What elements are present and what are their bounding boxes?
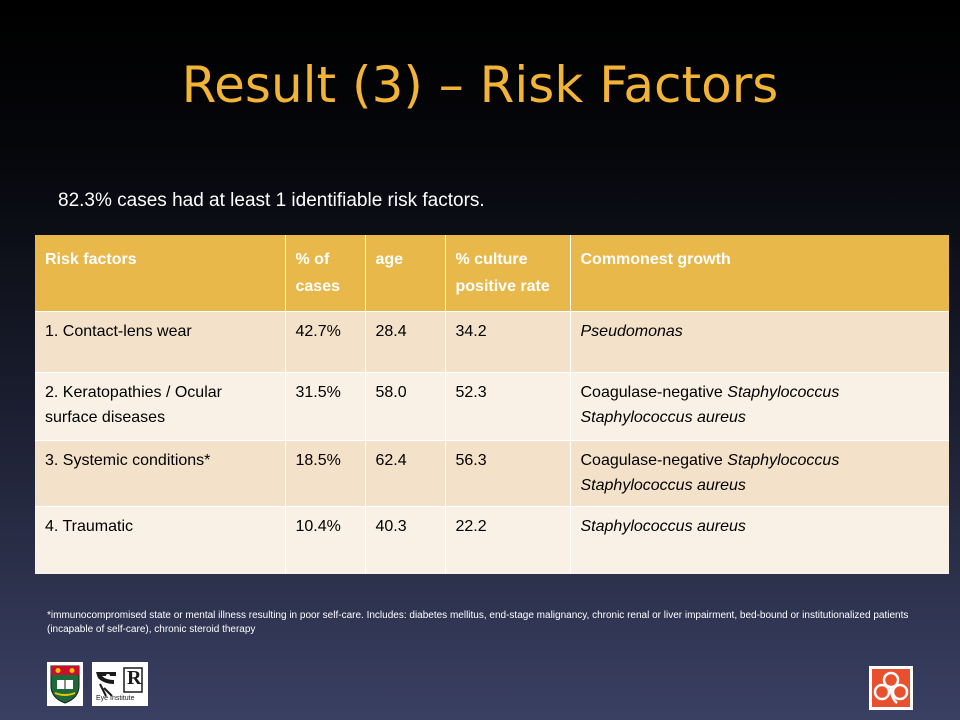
- cell-culture: 52.3: [445, 371, 571, 440]
- cell-pct: 31.5%: [285, 371, 366, 440]
- risk-factor-table: Risk factors % of cases age % culture po…: [35, 235, 949, 574]
- eye-institute-letter: R: [127, 667, 142, 689]
- eye-institute-logo-icon: [96, 667, 143, 697]
- table-row: 3. Systemic conditions* 18.5% 62.4 56.3 …: [35, 439, 949, 506]
- cell-pct: 10.4%: [285, 505, 366, 574]
- growth-italic: Staphylococcus: [727, 451, 840, 469]
- table-header-row: Risk factors % of cases age % culture po…: [35, 235, 949, 311]
- cell-risk-factor: 3. Systemic conditions*: [35, 439, 286, 506]
- slide-title: Result (3) – Risk Factors: [181, 56, 779, 114]
- table-row: 1. Contact-lens wear 42.7% 28.4 34.2 Pse…: [35, 310, 949, 372]
- cell-pct: 18.5%: [285, 439, 366, 506]
- cell-age: 40.3: [365, 505, 446, 574]
- university-crest-icon: [47, 662, 83, 706]
- cell-risk-factor: 4. Traumatic: [35, 505, 286, 574]
- header-culture-positive: % culture positive rate: [445, 235, 571, 311]
- cell-risk-factor: 2. Keratopathies / Ocular surface diseas…: [35, 371, 286, 440]
- table-footnote: *immunocompromised state or mental illne…: [47, 610, 909, 635]
- header-pct-cases: % of cases: [285, 235, 366, 311]
- hospital-authority-logo-icon: [869, 666, 913, 710]
- table-row: 2. Keratopathies / Ocular surface diseas…: [35, 371, 949, 440]
- growth-line2: Staphylococcus aureus: [580, 408, 746, 426]
- growth-plain: Coagulase-negative: [580, 451, 728, 469]
- growth-italic: Staphylococcus aureus: [580, 517, 746, 535]
- cell-growth: Staphylococcus aureus: [570, 505, 949, 574]
- cell-growth: Pseudomonas: [570, 310, 949, 372]
- cell-growth: Coagulase-negative Staphylococcus Staphyl…: [570, 439, 949, 506]
- growth-plain: Coagulase-negative: [580, 383, 728, 401]
- cell-culture: 34.2: [445, 310, 571, 372]
- cell-risk-factor: 1. Contact-lens wear: [35, 310, 286, 372]
- cell-age: 62.4: [365, 439, 446, 506]
- eye-institute-label: Eye Institute: [96, 695, 135, 702]
- growth-italic: Staphylococcus: [727, 383, 840, 401]
- slide-subtitle: 82.3% cases had at least 1 identifiable …: [58, 190, 485, 211]
- table-row: 4. Traumatic 10.4% 40.3 22.2 Staphylococ…: [35, 505, 949, 574]
- header-age: age: [365, 235, 446, 311]
- header-risk-factors: Risk factors: [35, 235, 286, 311]
- cell-pct: 42.7%: [285, 310, 366, 372]
- growth-italic: Pseudomonas: [580, 322, 683, 340]
- cell-age: 28.4: [365, 310, 446, 372]
- growth-line2: Staphylococcus aureus: [580, 476, 746, 494]
- cell-culture: 56.3: [445, 439, 571, 506]
- cell-culture: 22.2: [445, 505, 571, 574]
- header-commonest-growth: Commonest growth: [570, 235, 949, 311]
- cell-growth: Coagulase-negative Staphylococcus Staphyl…: [570, 371, 949, 440]
- cell-age: 58.0: [365, 371, 446, 440]
- eye-institute-logo: R Eye Institute: [92, 662, 148, 706]
